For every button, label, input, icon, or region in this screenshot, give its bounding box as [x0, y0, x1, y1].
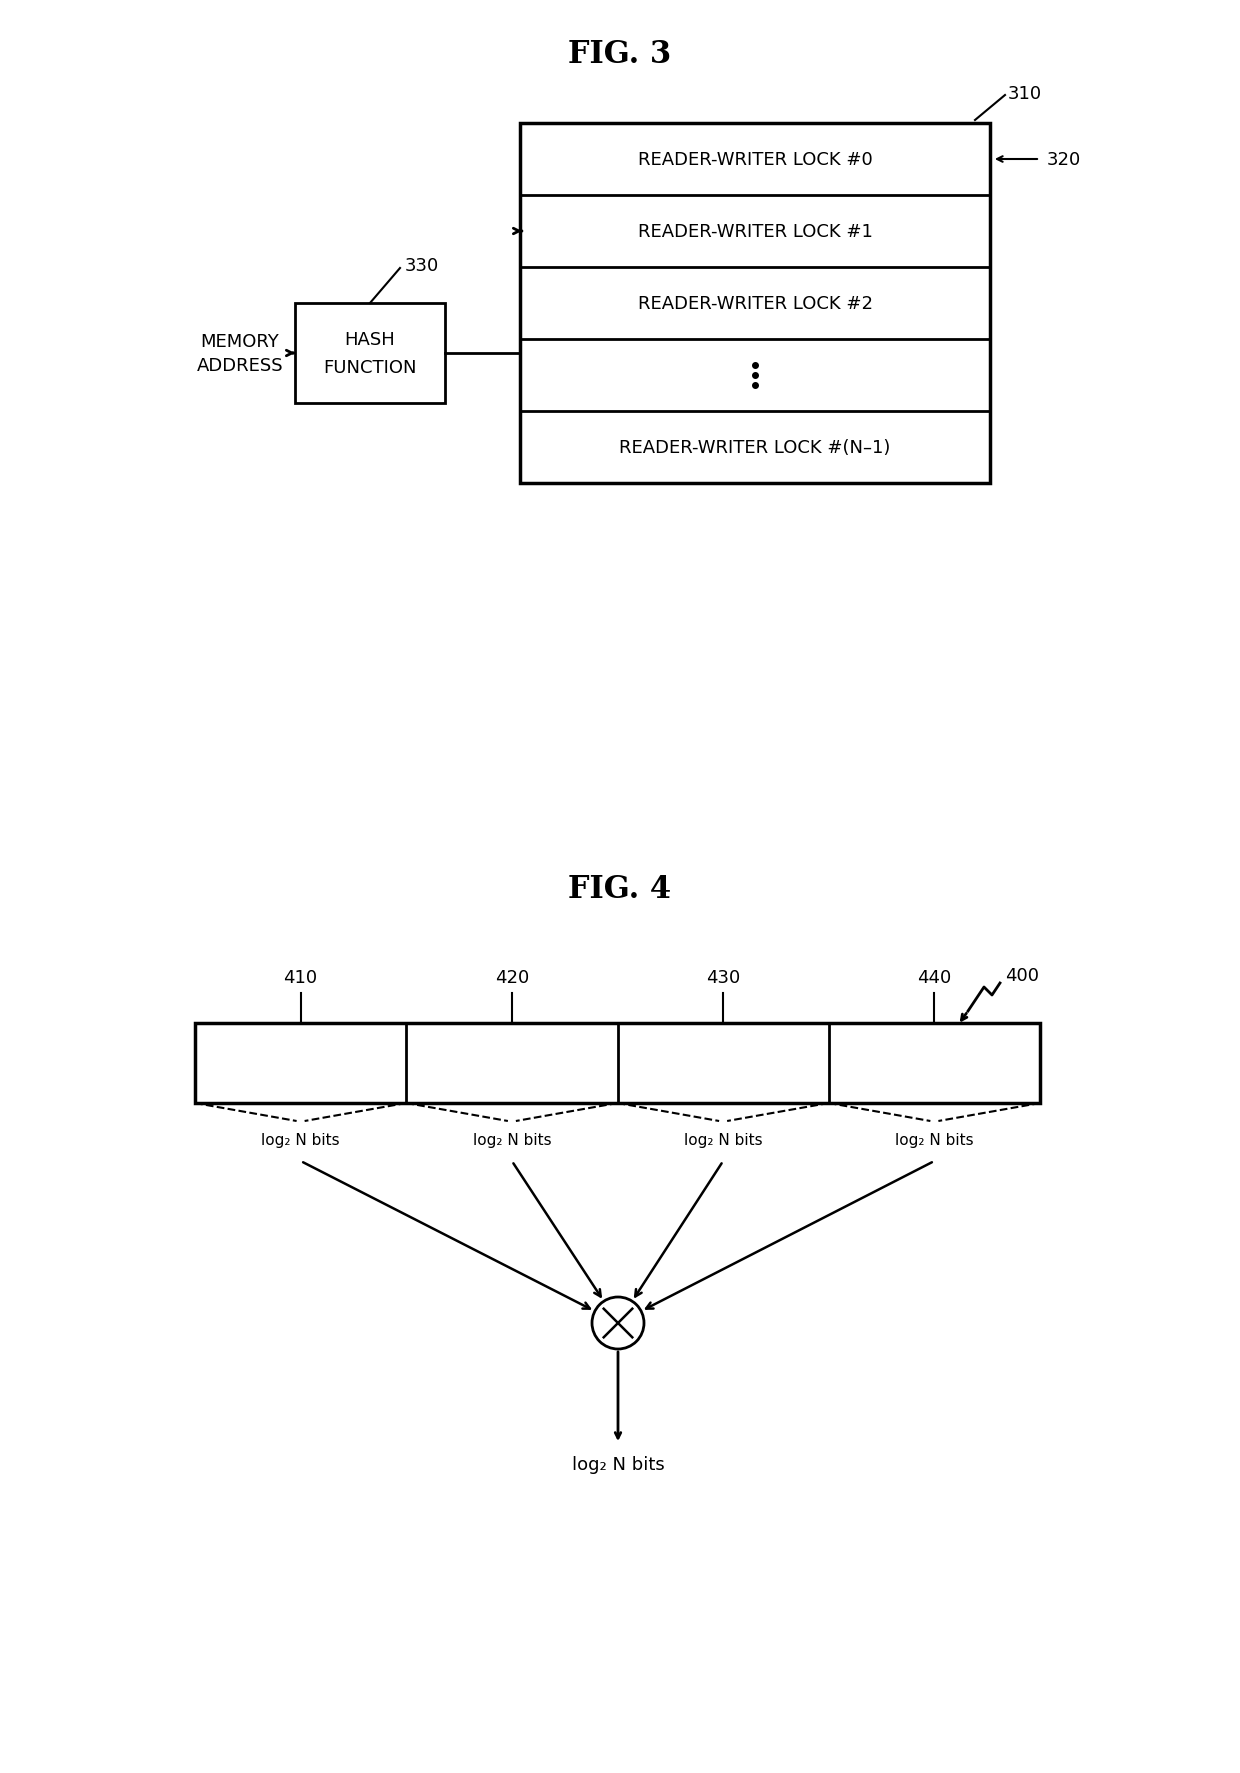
Text: log₂ N bits: log₂ N bits [262, 1131, 340, 1147]
Text: log₂ N bits: log₂ N bits [572, 1456, 665, 1473]
Text: 430: 430 [706, 968, 740, 986]
Text: 400: 400 [1004, 966, 1039, 984]
Text: READER-WRITER LOCK #2: READER-WRITER LOCK #2 [637, 294, 873, 312]
Text: 420: 420 [495, 968, 529, 986]
Text: READER-WRITER LOCK #0: READER-WRITER LOCK #0 [637, 151, 873, 168]
Text: 320: 320 [1047, 151, 1081, 168]
Text: 440: 440 [918, 968, 951, 986]
Text: ADDRESS: ADDRESS [197, 356, 283, 374]
FancyBboxPatch shape [520, 124, 990, 484]
FancyBboxPatch shape [295, 303, 445, 404]
Text: log₂ N bits: log₂ N bits [683, 1131, 763, 1147]
Text: 330: 330 [405, 257, 439, 275]
Text: MEMORY: MEMORY [201, 333, 279, 351]
Text: 310: 310 [1008, 85, 1042, 103]
Text: 410: 410 [284, 968, 317, 986]
Text: log₂ N bits: log₂ N bits [895, 1131, 973, 1147]
Text: FIG. 3: FIG. 3 [568, 39, 672, 69]
Text: FIG. 4: FIG. 4 [568, 872, 672, 904]
Text: READER-WRITER LOCK #(N–1): READER-WRITER LOCK #(N–1) [619, 438, 890, 457]
Text: log₂ N bits: log₂ N bits [472, 1131, 552, 1147]
Text: HASH: HASH [345, 332, 396, 349]
Text: FUNCTION: FUNCTION [324, 358, 417, 378]
Text: READER-WRITER LOCK #1: READER-WRITER LOCK #1 [637, 223, 873, 241]
FancyBboxPatch shape [195, 1023, 1040, 1103]
